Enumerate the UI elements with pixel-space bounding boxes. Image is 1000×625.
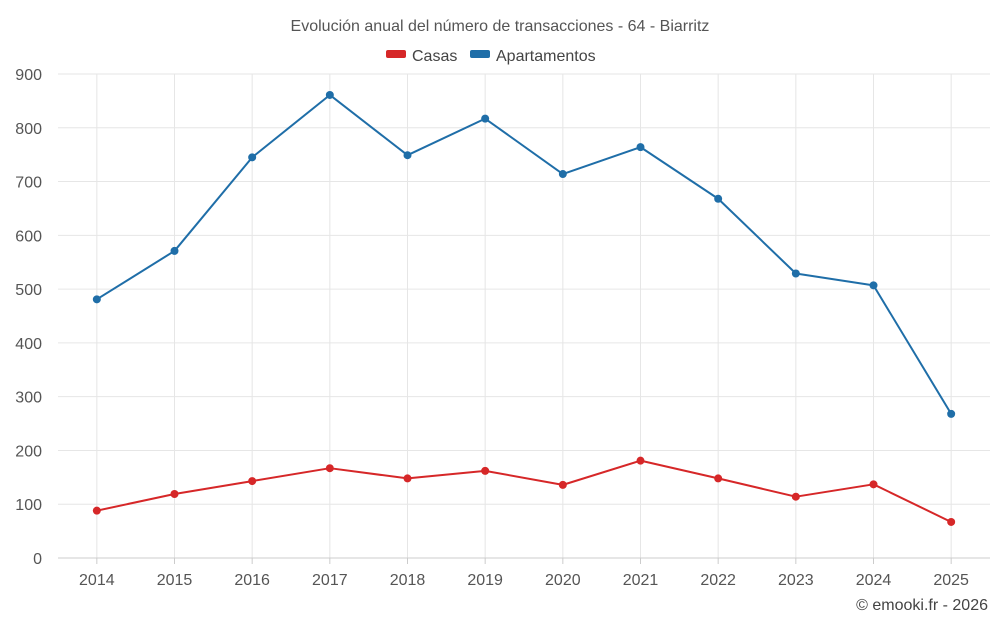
x-tick-label: 2016 [234, 572, 270, 589]
x-tick-label: 2014 [79, 572, 115, 589]
axes: 0 100 200 300 400 500 600 700 800 900 2014 2015 2016… [15, 67, 990, 589]
data-point-casas[interactable] [791, 492, 800, 501]
data-point-casas[interactable] [92, 506, 101, 515]
y-tick-label: 700 [15, 175, 42, 192]
y-tick-label: 300 [15, 390, 42, 407]
data-point-apartamentos[interactable] [947, 409, 956, 418]
data-point-casas[interactable] [403, 474, 412, 483]
data-point-casas[interactable] [869, 480, 878, 489]
data-point-apartamentos[interactable] [714, 194, 723, 203]
data-point-casas[interactable] [325, 464, 334, 473]
data-point-apartamentos[interactable] [481, 114, 490, 123]
credit-text: © emooki.fr - 2026 [856, 597, 988, 614]
x-tick-label: 2015 [157, 572, 193, 589]
data-point-apartamentos[interactable] [92, 295, 101, 304]
data-point-casas[interactable] [714, 474, 723, 483]
data-point-apartamentos[interactable] [170, 246, 179, 255]
data-point-apartamentos[interactable] [869, 281, 878, 290]
y-tick-label: 800 [15, 121, 42, 138]
chart-title: Evolución anual del número de transaccio… [291, 18, 710, 35]
series-line-apartamentos [96, 93, 953, 415]
x-tick-label: 2024 [856, 572, 892, 589]
legend-item-apartamentos[interactable]: Apartamentos [470, 48, 596, 65]
data-point-apartamentos[interactable] [248, 153, 257, 162]
x-tick-label: 2025 [933, 572, 969, 589]
data-point-casas[interactable] [636, 456, 645, 465]
x-tick-label: 2020 [545, 572, 581, 589]
x-tick-label: 2018 [390, 572, 426, 589]
y-tick-label: 600 [15, 228, 42, 245]
legend-label-casas: Casas [412, 48, 457, 65]
y-tick-label: 400 [15, 336, 42, 353]
y-tick-label: 100 [15, 497, 42, 514]
data-point-casas[interactable] [947, 517, 956, 526]
data-point-apartamentos[interactable] [791, 269, 800, 278]
legend-swatch-casas [386, 50, 406, 58]
legend-label-apartamentos: Apartamentos [496, 48, 596, 65]
data-point-casas[interactable] [481, 466, 490, 475]
data-point-casas[interactable] [248, 477, 257, 486]
x-tick-label: 2019 [467, 572, 503, 589]
data-point-apartamentos[interactable] [636, 143, 645, 152]
y-tick-label: 0 [33, 551, 42, 568]
data-point-casas[interactable] [558, 480, 567, 489]
data-point-apartamentos[interactable] [403, 151, 412, 160]
legend-item-casas[interactable]: Casas [386, 48, 457, 65]
x-tick-label: 2021 [623, 572, 659, 589]
y-tick-label: 200 [15, 443, 42, 460]
data-point-apartamentos[interactable] [325, 90, 334, 99]
y-tick-label: 500 [15, 282, 42, 299]
x-tick-label: 2023 [778, 572, 814, 589]
data-point-casas[interactable] [170, 490, 179, 499]
series [92, 90, 956, 526]
data-point-apartamentos[interactable] [558, 170, 567, 179]
legend: Casas Apartamentos [386, 48, 596, 65]
legend-swatch-apartamentos [470, 50, 490, 58]
x-tick-label: 2022 [700, 572, 736, 589]
x-tick-label: 2017 [312, 572, 348, 589]
series-line-casas [96, 459, 952, 523]
y-tick-label: 900 [15, 67, 42, 84]
